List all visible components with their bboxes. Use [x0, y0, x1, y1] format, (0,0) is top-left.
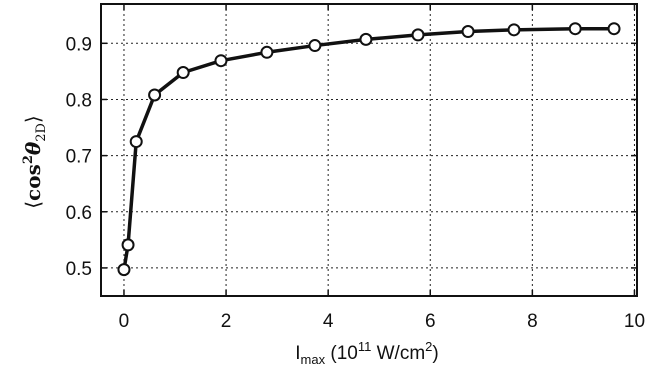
- data-point: [117, 263, 131, 277]
- plot-series: [117, 22, 621, 277]
- data-point: [308, 39, 322, 53]
- data-point: [568, 22, 582, 36]
- data-point: [176, 66, 190, 80]
- x-axis-label-sup2: 2: [425, 339, 432, 354]
- x-tick-label: 6: [425, 311, 436, 332]
- x-axis-label-close: ): [432, 343, 438, 364]
- y-tick-label: 0.6: [66, 203, 92, 224]
- data-point: [461, 25, 475, 39]
- x-tick-label: 8: [527, 311, 538, 332]
- y-axis-label: ⟨cos2θ2D⟩: [21, 115, 49, 209]
- y-axis-label-open: ⟨: [21, 201, 45, 209]
- x-axis-label: Imax (1011 W/cm2): [295, 339, 438, 367]
- data-point: [214, 54, 228, 68]
- x-tick-label: 0: [119, 311, 130, 332]
- x-tick-label: 10: [624, 311, 645, 332]
- y-axis-label-theta: θ: [21, 141, 45, 155]
- data-point: [129, 135, 143, 149]
- y-tick-label: 0.5: [66, 259, 92, 280]
- y-axis-label-close: ⟩: [21, 115, 45, 123]
- data-point: [359, 32, 373, 46]
- data-point: [260, 45, 274, 59]
- y-axis-label-sup: 2: [21, 155, 36, 164]
- data-point: [507, 23, 521, 37]
- y-axis-label-sub: 2D: [34, 123, 49, 142]
- y-tick-label: 0.7: [66, 147, 92, 168]
- y-tick-label: 0.8: [66, 90, 92, 111]
- x-axis-label-post: W/cm: [371, 343, 425, 364]
- axis-ticks: 0 2 4 6 8 10 0.5 0.6 0.7 0.8 0.9: [66, 4, 645, 332]
- x-axis-label-main: I: [295, 343, 300, 364]
- x-axis-label-sub: max: [301, 352, 326, 367]
- data-point: [411, 28, 425, 42]
- y-axis-label-cos: cos: [21, 164, 45, 201]
- x-tick-label: 2: [221, 311, 232, 332]
- data-point: [121, 238, 135, 252]
- plot-frame: [100, 3, 638, 297]
- grid-lines: [101, 4, 637, 296]
- x-tick-label: 4: [323, 311, 334, 332]
- data-point: [607, 22, 621, 36]
- x-axis-label-pre: (10: [325, 343, 358, 364]
- series-line: [122, 26, 615, 270]
- x-axis-label-sup: 11: [358, 339, 372, 354]
- data-point: [148, 88, 162, 102]
- y-tick-label: 0.9: [66, 34, 92, 55]
